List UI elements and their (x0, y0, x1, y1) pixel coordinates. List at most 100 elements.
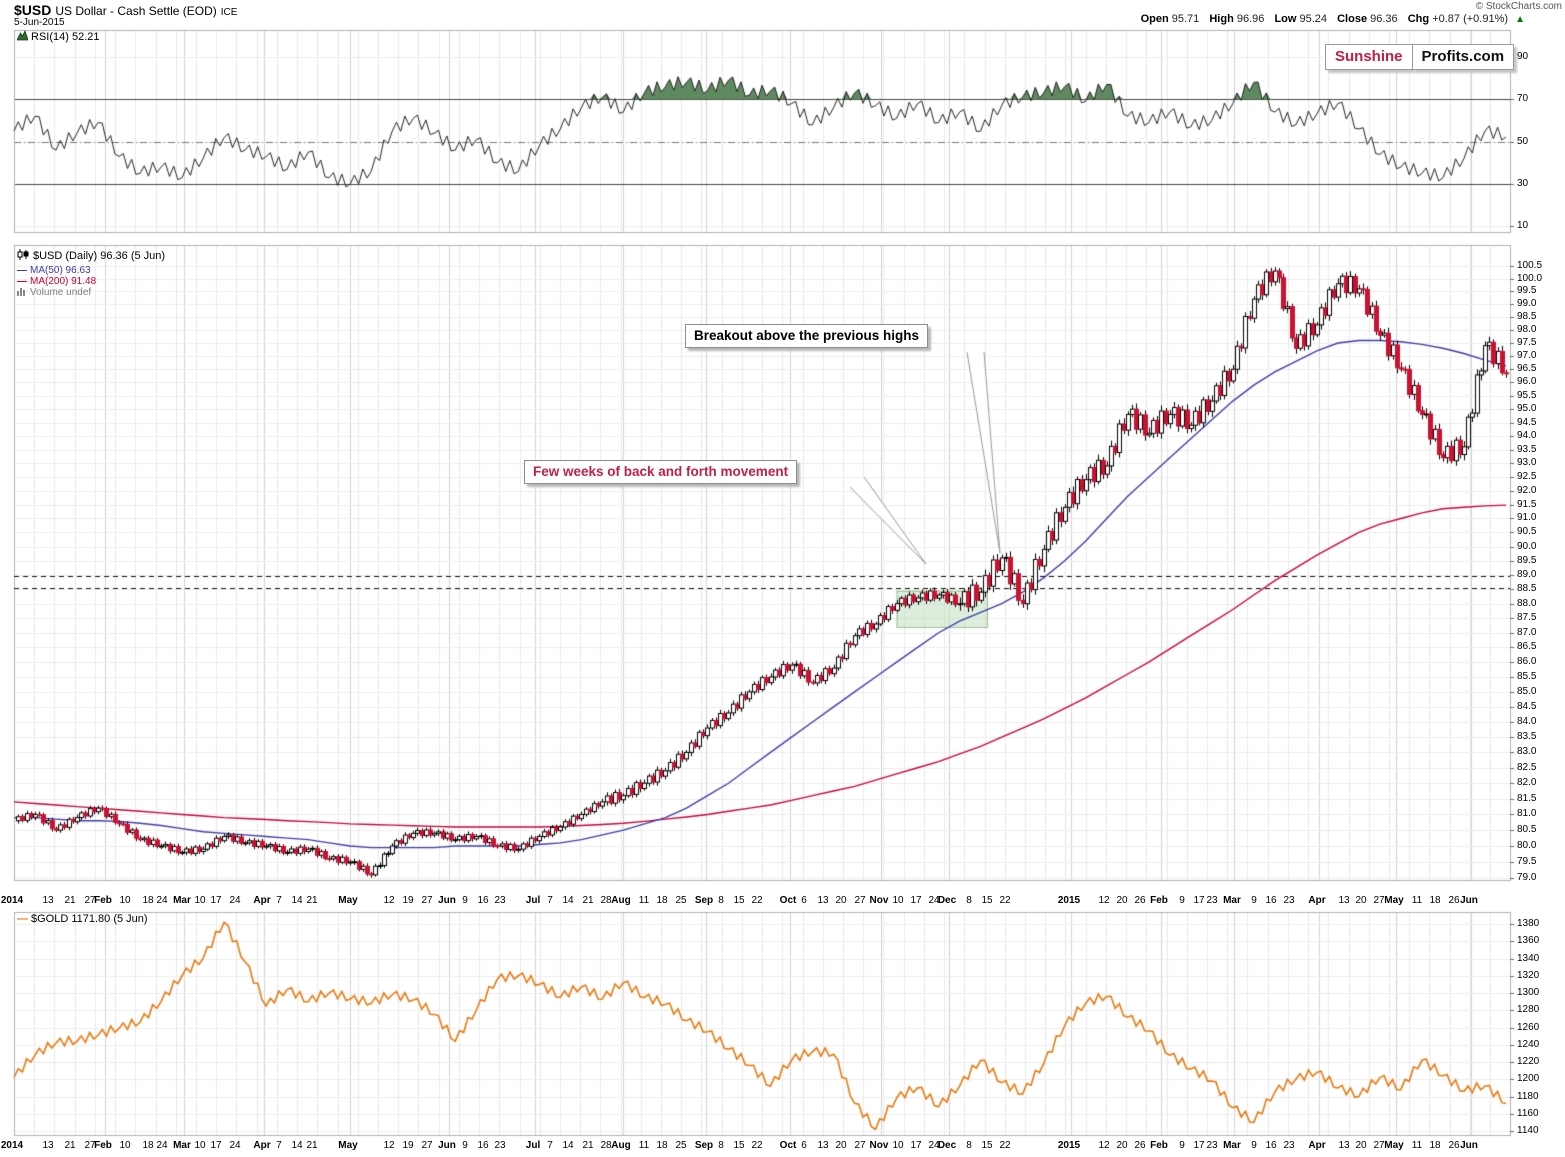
x-tick-label: 26 (1134, 895, 1146, 906)
x-tick-label: 10 (119, 895, 131, 906)
x-tick-label: Jul (525, 895, 541, 906)
main-y-tick-label: 99.5 (1517, 285, 1537, 297)
x-tick-label: Jun (1460, 895, 1478, 906)
x-tick-label: Feb (1150, 895, 1168, 906)
gold-legend-row: — $GOLD 1171.80 (5 Jun) (17, 913, 148, 925)
x-tick-label: 24 (229, 895, 241, 906)
x-tick-label: Nov (869, 895, 889, 906)
exchange-label: ICE (220, 7, 238, 18)
x-tick-label: 16 (477, 895, 489, 906)
x-tick-label: 11 (638, 1140, 650, 1151)
x-tick-label: 12 (383, 895, 395, 906)
x-tick-label: 9 (462, 1140, 468, 1151)
main-y-tick-label: 79.5 (1517, 855, 1537, 867)
gold-y-tick-label: 1220 (1517, 1056, 1540, 1067)
chart-date: 5-Jun-2015 (14, 17, 65, 28)
gold-y-tick-label: 1320 (1517, 969, 1540, 981)
x-tick-label: 9 (1251, 1140, 1257, 1151)
gold-y-tick-label: 1300 (1517, 987, 1540, 998)
x-tick-label: 2014 (0, 1140, 24, 1151)
x-tick-label: 23 (1206, 895, 1218, 906)
x-tick-label: 23 (494, 1140, 506, 1151)
x-tick-label: 14 (562, 1140, 574, 1151)
gold-y-tick-label: 1360 (1517, 935, 1540, 947)
x-tick-label: Sep (694, 1140, 714, 1151)
x-tick-label: 24 (229, 1140, 241, 1151)
x-tick-label: 16 (1265, 895, 1277, 906)
main-y-tick-label: 84.0 (1517, 715, 1537, 727)
main-y-tick-label: 91.0 (1517, 512, 1537, 524)
x-tick-label: 7 (547, 895, 553, 906)
ma50-legend-row: — MA(50) 96.63 (17, 265, 91, 276)
x-tick-label: Apr (253, 1140, 271, 1151)
main-y-tick-label: 98.0 (1517, 324, 1537, 336)
copyright: © StockCharts.com (1475, 1, 1562, 12)
main-y-tick-label: 81.5 (1517, 792, 1537, 804)
x-tick-label: 10 (194, 895, 206, 906)
x-tick-label: 28 (600, 895, 612, 906)
header: $USD US Dollar - Cash Settle (EOD) ICE (14, 2, 237, 18)
x-tick-label: 12 (1098, 1140, 1110, 1151)
rsi-y-tick-label: 10 (1517, 220, 1529, 232)
x-tick-label: 15 (733, 1140, 745, 1151)
gold-y-tick-label: 1240 (1517, 1038, 1540, 1050)
x-tick-label: 21 (64, 1140, 76, 1151)
open-value: 95.71 (1171, 13, 1200, 25)
rsi-y-tick-label: 30 (1517, 178, 1529, 189)
main-y-tick-label: 100.0 (1517, 272, 1543, 284)
x-tick-label: 9 (1251, 895, 1257, 906)
x-tick-label: 22 (999, 895, 1011, 906)
x-tick-label: 20 (835, 1140, 847, 1151)
volume-bars-icon (17, 287, 27, 299)
x-tick-label: 15 (981, 895, 993, 906)
main-y-tick-label: 85.0 (1517, 685, 1537, 697)
x-tick-label: 23 (1283, 895, 1295, 906)
high-value: 96.96 (1236, 13, 1265, 25)
x-tick-label: 19 (402, 895, 414, 906)
x-tick-label: May (1384, 1140, 1404, 1151)
x-tick-label: 2015 (1057, 895, 1081, 906)
x-tick-label: 14 (291, 1140, 303, 1151)
x-tick-label: 14 (291, 895, 303, 906)
main-y-tick-label: 81.0 (1517, 808, 1537, 820)
close-value: 96.36 (1370, 13, 1398, 25)
x-tick-label: 20 (1116, 1140, 1128, 1151)
logo-sunshine: Sunshine (1325, 44, 1412, 70)
main-y-tick-label: 90.5 (1517, 526, 1537, 538)
x-tick-label: 9 (1179, 895, 1185, 906)
x-tick-label: 25 (675, 1140, 687, 1151)
main-y-tick-label: 97.5 (1517, 337, 1537, 349)
main-y-tick-label: 83.0 (1517, 746, 1537, 758)
gold-y-tick-label: 1180 (1517, 1090, 1539, 1102)
ma200-legend-label: MA(200) 91.48 (30, 276, 97, 287)
x-tick-label: 24 (156, 895, 168, 906)
x-tick-label: Feb (1150, 1140, 1168, 1151)
x-tick-label: 20 (1355, 1140, 1367, 1151)
x-tick-label: 23 (1283, 1140, 1295, 1151)
x-tick-label: 28 (600, 1140, 612, 1151)
x-tick-label: 26 (1448, 895, 1460, 906)
rsi-y-tick-label: 70 (1517, 93, 1529, 105)
main-y-tick-label: 88.5 (1517, 583, 1537, 595)
x-tick-label: 20 (1355, 895, 1367, 906)
chg-value: +0.87 (+0.91%) (1432, 13, 1509, 25)
main-y-tick-label: 80.5 (1517, 824, 1537, 836)
indicator-mountain-icon (16, 29, 29, 44)
symbol: $USD (14, 2, 52, 18)
x-tick-label: 10 (194, 1140, 206, 1151)
x-tick-label: 23 (1206, 1140, 1218, 1151)
x-tick-label: 24 (928, 895, 940, 906)
gold-legend-label: $GOLD 1171.80 (5 Jun) (31, 913, 148, 925)
x-tick-label: Mar (1223, 1140, 1241, 1151)
x-tick-label: 27 (421, 895, 433, 906)
x-tick-label: 21 (64, 895, 76, 906)
x-tick-label: 13 (42, 1140, 54, 1151)
volume-legend-row: Volume undef (17, 287, 91, 299)
volume-legend-label: Volume undef (30, 287, 92, 298)
main-y-tick-label: 98.5 (1517, 311, 1537, 323)
gold-y-tick-label: 1140 (1517, 1125, 1539, 1136)
sunshine-profits-logo[interactable]: Sunshine Profits.com (1325, 44, 1515, 70)
chart-title: US Dollar - Cash Settle (EOD) (55, 4, 217, 18)
